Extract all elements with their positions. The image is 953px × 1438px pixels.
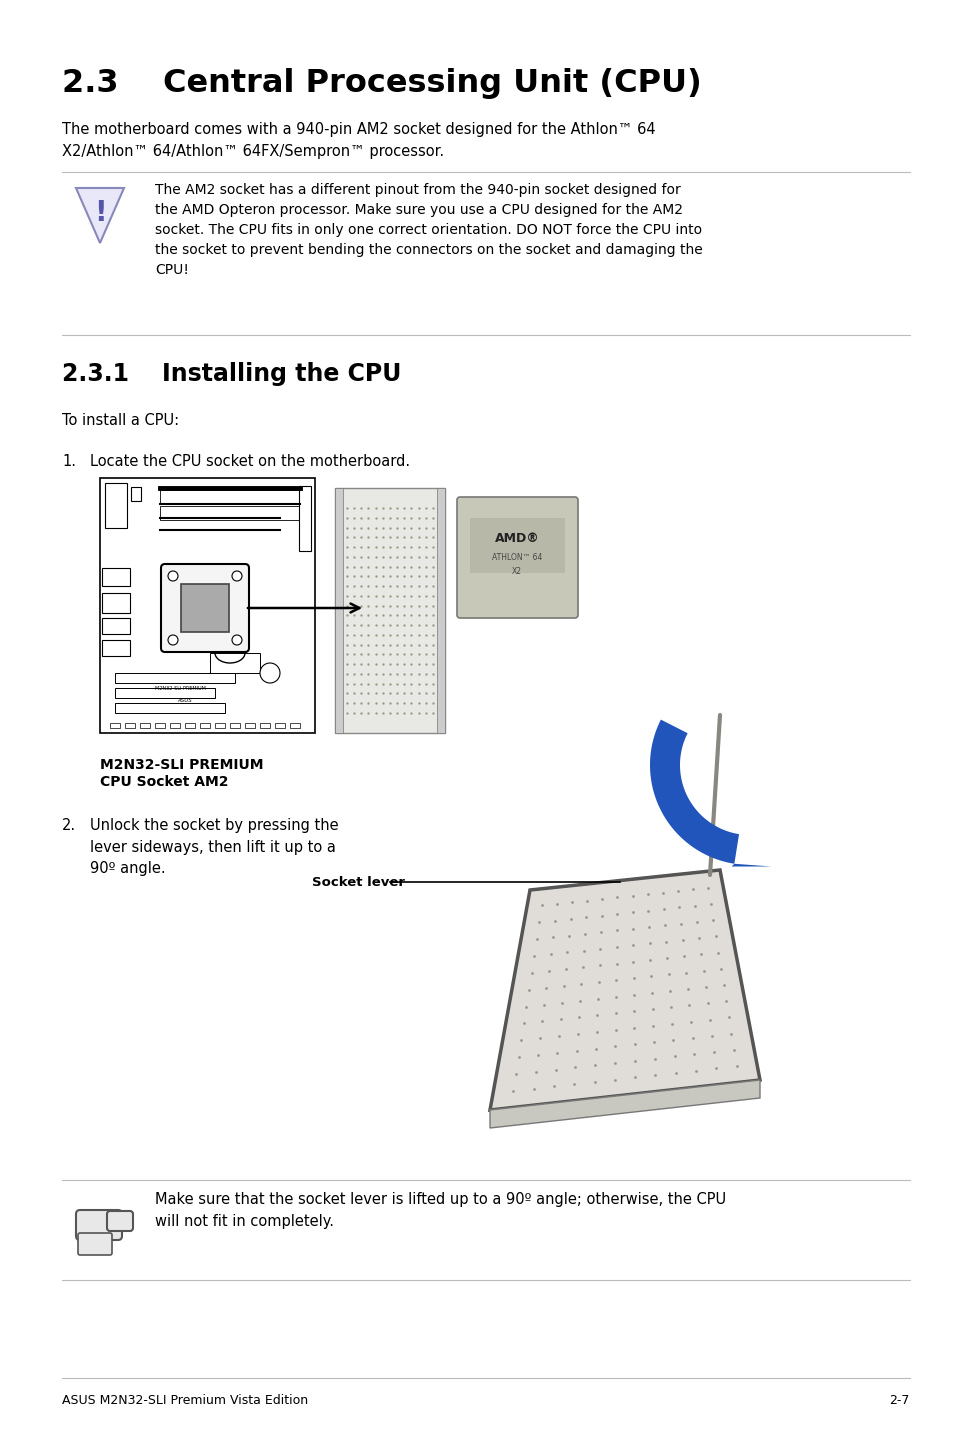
Polygon shape: [731, 864, 771, 867]
Bar: [298, 486, 311, 551]
FancyBboxPatch shape: [107, 1211, 132, 1231]
Bar: [110, 723, 120, 728]
Circle shape: [232, 571, 242, 581]
Bar: [335, 487, 444, 733]
Text: Socket lever: Socket lever: [312, 876, 405, 889]
Text: Unlock the socket by pressing the
lever sideways, then lift it up to a
90º angle: Unlock the socket by pressing the lever …: [90, 818, 338, 876]
Text: 2-7: 2-7: [889, 1393, 909, 1406]
Polygon shape: [490, 1080, 760, 1127]
Polygon shape: [490, 870, 760, 1110]
Bar: [230, 723, 240, 728]
Polygon shape: [76, 188, 124, 243]
Text: Make sure that the socket lever is lifted up to a 90º angle; otherwise, the CPU
: Make sure that the socket lever is lifte…: [154, 1192, 725, 1228]
Text: 2.3.1    Installing the CPU: 2.3.1 Installing the CPU: [62, 362, 401, 385]
Bar: [200, 723, 210, 728]
FancyBboxPatch shape: [78, 1232, 112, 1255]
Bar: [160, 490, 299, 503]
Text: 2.3    Central Processing Unit (CPU): 2.3 Central Processing Unit (CPU): [62, 68, 701, 99]
Text: To install a CPU:: To install a CPU:: [62, 413, 179, 429]
Bar: [181, 584, 229, 631]
Bar: [115, 687, 214, 697]
Bar: [105, 483, 127, 528]
Text: CPU Socket AM2: CPU Socket AM2: [100, 775, 229, 789]
Bar: [115, 703, 225, 713]
Text: ASUS: ASUS: [177, 699, 193, 703]
Text: X2: X2: [512, 568, 521, 577]
Text: ASUS M2N32-SLI Premium Vista Edition: ASUS M2N32-SLI Premium Vista Edition: [62, 1393, 308, 1406]
Bar: [436, 487, 444, 733]
FancyBboxPatch shape: [161, 564, 249, 651]
Text: Locate the CPU socket on the motherboard.: Locate the CPU socket on the motherboard…: [90, 454, 410, 469]
Bar: [131, 487, 141, 500]
Text: M2N32-SLI PREMIUM: M2N32-SLI PREMIUM: [100, 758, 263, 772]
Bar: [115, 673, 234, 683]
Bar: [185, 723, 194, 728]
FancyBboxPatch shape: [76, 1209, 122, 1240]
Circle shape: [168, 571, 178, 581]
Text: ATHLON™ 64: ATHLON™ 64: [492, 554, 541, 562]
Text: The AM2 socket has a different pinout from the 940-pin socket designed for
the A: The AM2 socket has a different pinout fr…: [154, 183, 702, 278]
Bar: [245, 723, 254, 728]
Text: 1.: 1.: [62, 454, 76, 469]
FancyBboxPatch shape: [456, 498, 578, 618]
Polygon shape: [649, 719, 739, 864]
Bar: [160, 506, 299, 521]
Text: 2.: 2.: [62, 818, 76, 833]
Bar: [210, 653, 260, 673]
Bar: [100, 477, 314, 733]
Bar: [102, 592, 130, 613]
Bar: [154, 723, 165, 728]
Circle shape: [168, 636, 178, 646]
Bar: [102, 618, 130, 634]
Text: The motherboard comes with a 940-pin AM2 socket designed for the Athlon™ 64
X2/A: The motherboard comes with a 940-pin AM2…: [62, 122, 655, 158]
Bar: [335, 487, 343, 733]
Bar: [140, 723, 150, 728]
Bar: [102, 568, 130, 587]
Circle shape: [232, 636, 242, 646]
Bar: [102, 640, 130, 656]
Text: !: !: [93, 198, 106, 227]
Bar: [214, 723, 225, 728]
Bar: [274, 723, 285, 728]
Bar: [170, 723, 180, 728]
Bar: [290, 723, 299, 728]
Bar: [260, 723, 270, 728]
Bar: [125, 723, 135, 728]
Text: AMD®: AMD®: [494, 532, 538, 545]
Text: M2N32-SLI PREMIUM: M2N32-SLI PREMIUM: [154, 686, 205, 690]
Bar: [470, 518, 564, 572]
Circle shape: [260, 663, 280, 683]
